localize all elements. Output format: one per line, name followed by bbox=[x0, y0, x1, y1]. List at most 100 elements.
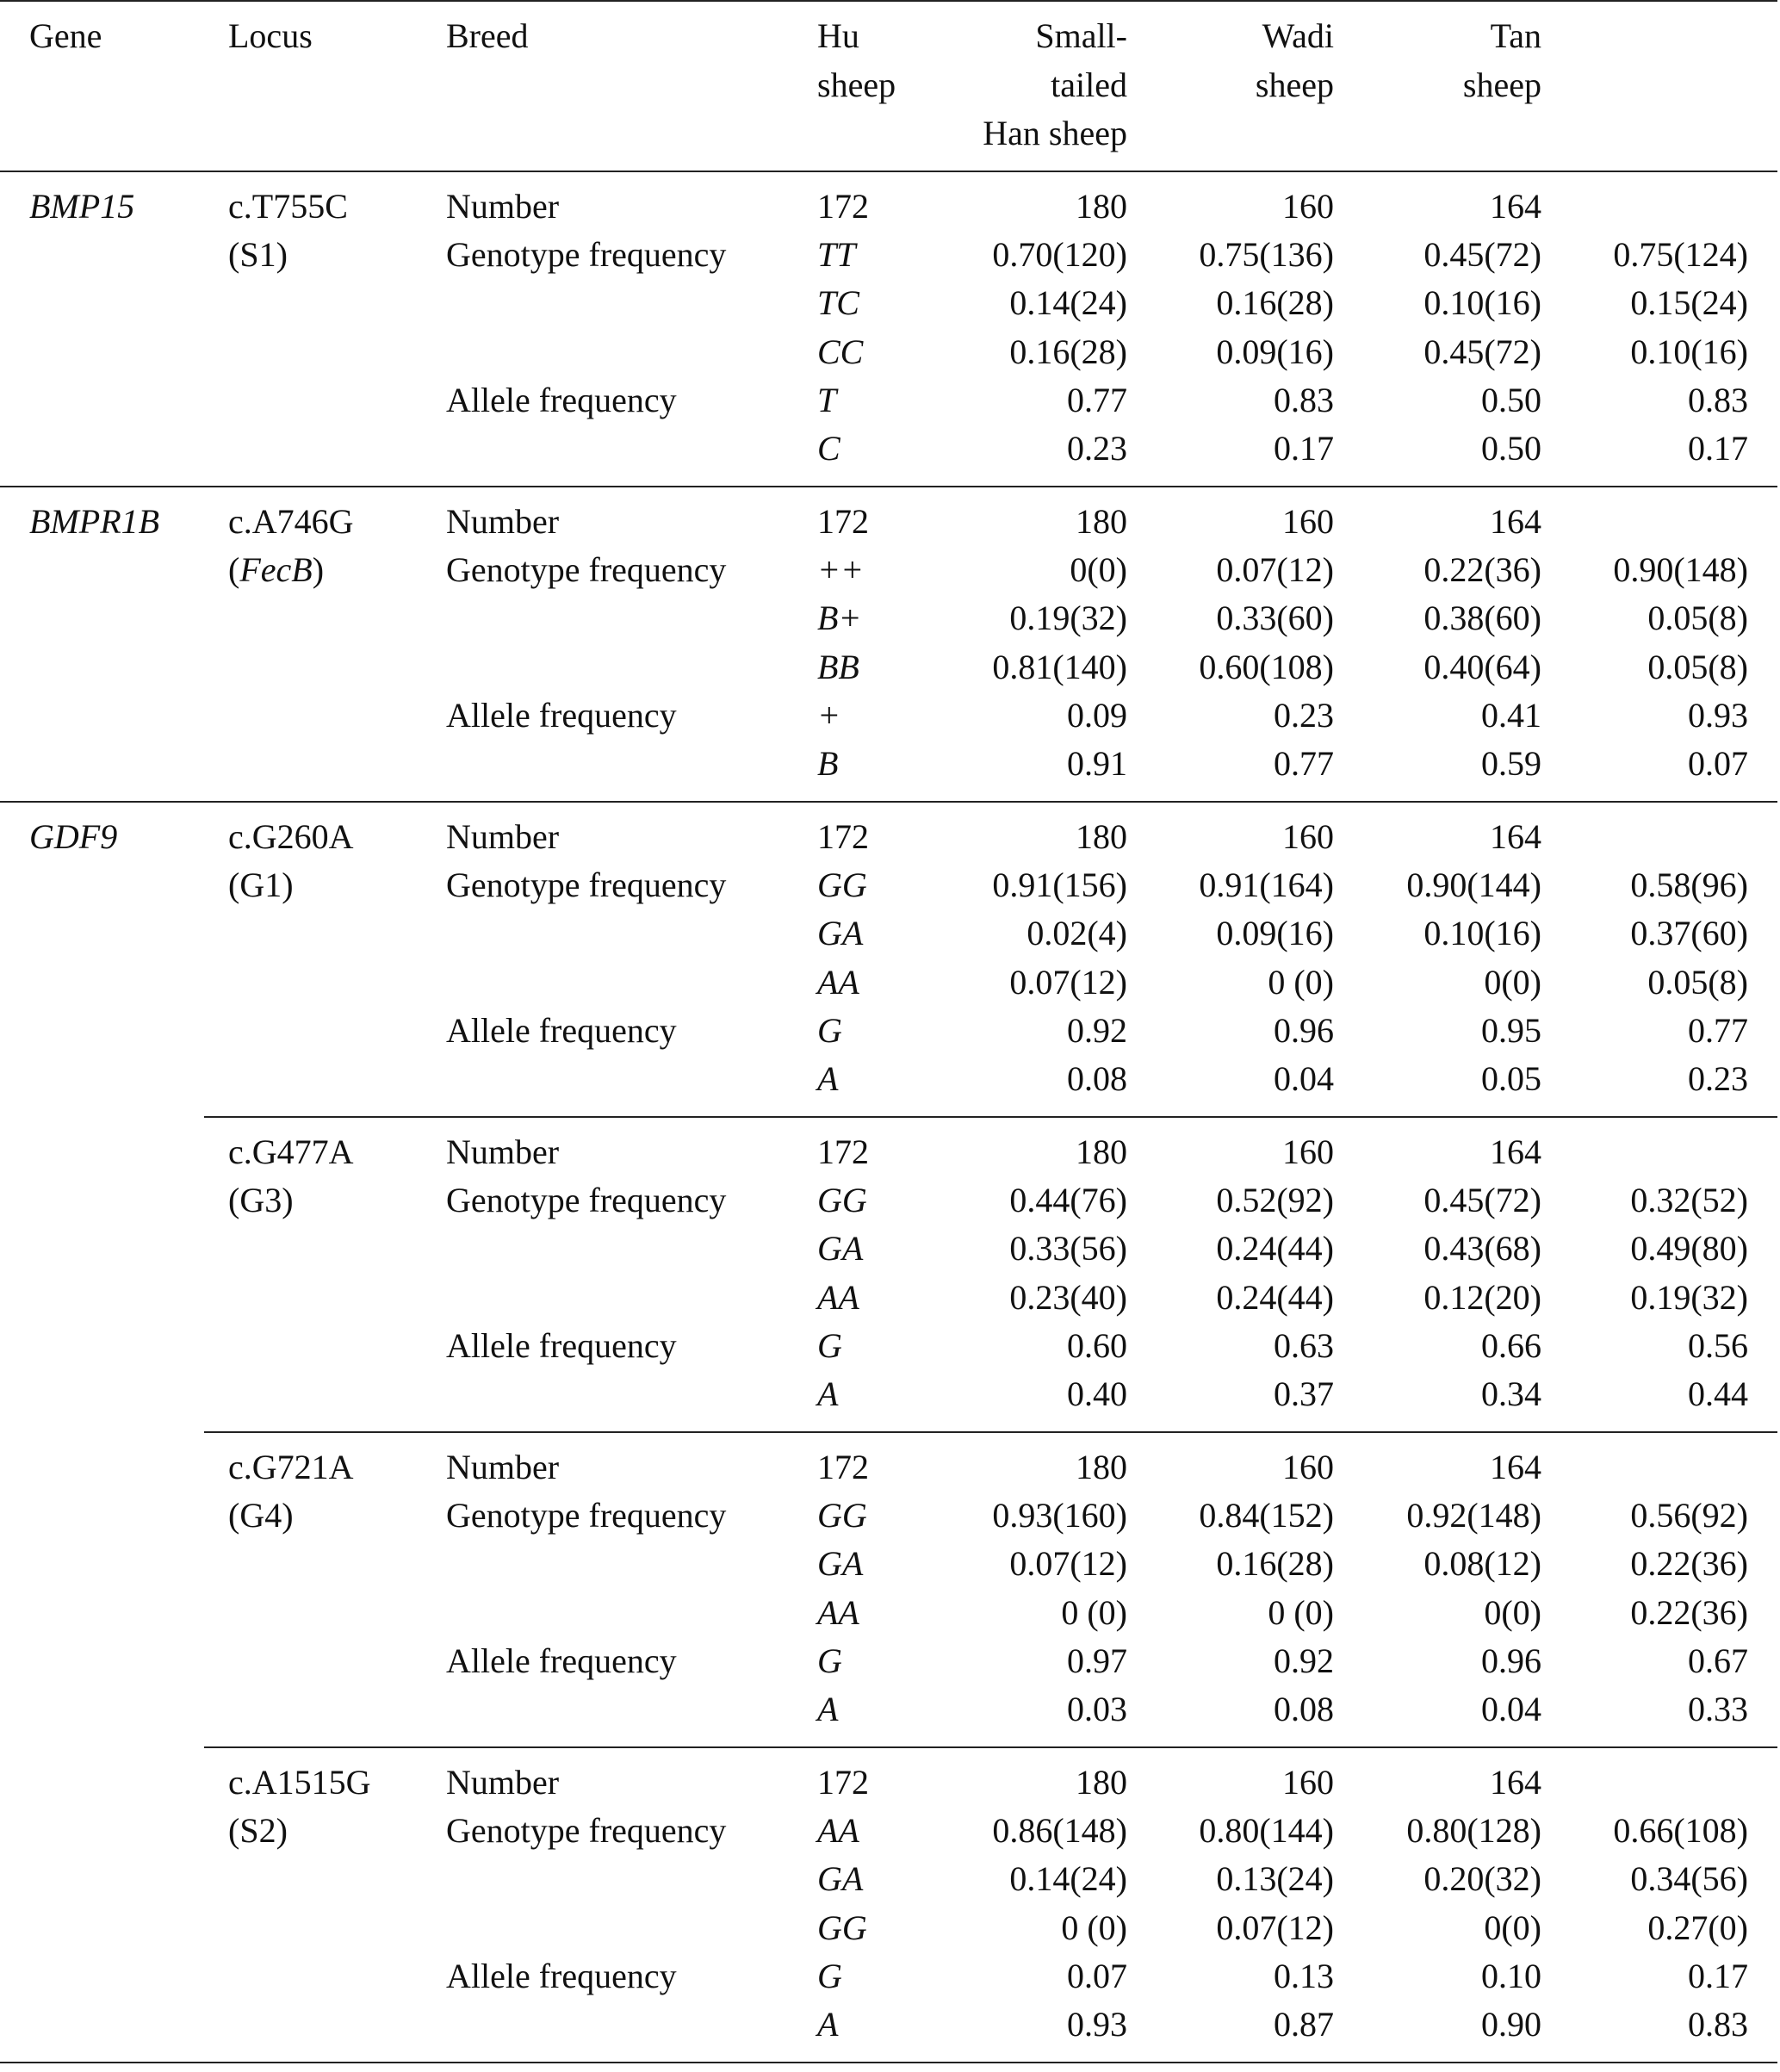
cell: 164 bbox=[1490, 502, 1541, 541]
cell: AA bbox=[817, 1277, 859, 1317]
gene-name: GDF9 bbox=[29, 817, 118, 856]
cell: 0.87 bbox=[1274, 2005, 1334, 2044]
cell: 164 bbox=[1490, 187, 1541, 226]
cell: 0.90(148) bbox=[1613, 550, 1748, 590]
cell: 0.77 bbox=[1688, 1010, 1748, 1050]
cell: 0.10(16) bbox=[1423, 914, 1541, 953]
cell: 0.22(36) bbox=[1630, 1592, 1748, 1632]
locus-part: ) bbox=[312, 550, 325, 590]
table-rule bbox=[0, 0, 1777, 2]
cell: B bbox=[817, 744, 839, 783]
cell: 0.12(20) bbox=[1423, 1277, 1541, 1317]
locus-label: c.T755C bbox=[228, 187, 348, 226]
locus-label: c.G721A bbox=[228, 1448, 354, 1486]
cell: 0.95 bbox=[1481, 1010, 1541, 1050]
cell: 0.75(124) bbox=[1613, 235, 1748, 275]
cell: 0.09(16) bbox=[1216, 332, 1334, 371]
cell: 0.75(136) bbox=[1199, 235, 1334, 275]
table-rule bbox=[0, 801, 1777, 803]
cell: 0.50 bbox=[1481, 429, 1541, 468]
cell: 0.41 bbox=[1481, 695, 1541, 735]
cell: TC bbox=[817, 283, 859, 323]
cell: 0.07 bbox=[1688, 744, 1748, 783]
cell: 0.90(144) bbox=[1406, 865, 1541, 905]
cell: 0.66 bbox=[1481, 1325, 1541, 1365]
row-label: Genotype frequency bbox=[446, 865, 727, 905]
cell: 180 bbox=[1076, 502, 1127, 541]
cell: 0.03 bbox=[1067, 1690, 1127, 1728]
table-rule bbox=[204, 1746, 1777, 1748]
cell: GA bbox=[817, 1859, 864, 1899]
row-label: Number bbox=[446, 1448, 560, 1486]
cell: AA bbox=[817, 962, 859, 1002]
table-rule bbox=[204, 1116, 1777, 1118]
cell: 0.91(164) bbox=[1199, 865, 1334, 905]
cell: 0.97 bbox=[1067, 1641, 1127, 1680]
cell: 0.23 bbox=[1274, 695, 1334, 735]
locus-label: (G1) bbox=[228, 865, 294, 905]
header-cell: Locus bbox=[228, 16, 313, 55]
header-cell: Wadi bbox=[1262, 16, 1334, 55]
header-cell: Tan bbox=[1490, 16, 1541, 55]
cell: 172 bbox=[817, 502, 869, 541]
cell: A bbox=[817, 2005, 839, 2044]
cell: 0.24(44) bbox=[1216, 1277, 1334, 1317]
cell: 0.77 bbox=[1274, 744, 1334, 783]
table-rule bbox=[0, 171, 1777, 172]
cell: 0.17 bbox=[1688, 1956, 1748, 1995]
table-rule bbox=[0, 2062, 1777, 2063]
cell: 0 (0) bbox=[1061, 1908, 1127, 1947]
cell: 0.83 bbox=[1274, 380, 1334, 419]
cell: GG bbox=[817, 1181, 867, 1220]
cell: 0.63 bbox=[1274, 1325, 1334, 1365]
cell: 0(0) bbox=[1484, 1592, 1541, 1632]
cell: 180 bbox=[1076, 817, 1127, 856]
cell: 0.38(60) bbox=[1423, 599, 1541, 638]
cell: 0.60(108) bbox=[1199, 647, 1334, 686]
cell: 0.91(156) bbox=[992, 865, 1127, 905]
cell: 0.14(24) bbox=[1009, 283, 1127, 323]
cell: 0.08 bbox=[1067, 1059, 1127, 1098]
table-rule bbox=[204, 1431, 1777, 1433]
cell: 0.22(36) bbox=[1423, 550, 1541, 590]
locus-label: (G3) bbox=[228, 1181, 294, 1220]
cell: 0.40(64) bbox=[1423, 647, 1541, 686]
cell: 0.52(92) bbox=[1216, 1181, 1334, 1220]
cell: 0.93(160) bbox=[992, 1496, 1127, 1535]
cell: 0.08 bbox=[1274, 1690, 1334, 1728]
cell: 0.45(72) bbox=[1423, 235, 1541, 275]
cell: 172 bbox=[817, 1132, 869, 1171]
cell: 0.04 bbox=[1274, 1059, 1334, 1098]
cell: 0.23 bbox=[1067, 429, 1127, 468]
cell: 0.23(40) bbox=[1009, 1277, 1127, 1317]
cell: 0.45(72) bbox=[1423, 1181, 1541, 1220]
cell: 0.92 bbox=[1274, 1641, 1334, 1680]
cell: 0.09(16) bbox=[1216, 914, 1334, 953]
cell: 0 (0) bbox=[1268, 962, 1334, 1002]
cell: 0.15(24) bbox=[1630, 283, 1748, 323]
cell: 160 bbox=[1282, 1763, 1334, 1802]
cell: 0.58(96) bbox=[1630, 865, 1748, 905]
cell: GG bbox=[817, 865, 867, 905]
cell: B+ bbox=[817, 599, 862, 638]
cell: 172 bbox=[817, 817, 869, 856]
cell: 0 (0) bbox=[1268, 1592, 1334, 1632]
cell: GA bbox=[817, 1544, 864, 1584]
cell: 0.07(12) bbox=[1216, 1908, 1334, 1947]
header-cell: sheep bbox=[1255, 65, 1334, 104]
cell: 160 bbox=[1282, 1132, 1334, 1171]
cell: CC bbox=[817, 332, 864, 371]
cell: 0.96 bbox=[1274, 1010, 1334, 1050]
cell: 160 bbox=[1282, 187, 1334, 226]
cell: 0.40 bbox=[1067, 1374, 1127, 1413]
cell: 0.84(152) bbox=[1199, 1496, 1334, 1535]
cell: 0.91 bbox=[1067, 744, 1127, 783]
cell: 0.22(36) bbox=[1630, 1544, 1748, 1584]
header-cell: Hu bbox=[817, 16, 859, 55]
cell: GG bbox=[817, 1908, 867, 1947]
cell: 0.07(12) bbox=[1009, 1544, 1127, 1584]
cell: 180 bbox=[1076, 187, 1127, 226]
cell: 0.45(72) bbox=[1423, 332, 1541, 371]
cell: 0.33 bbox=[1688, 1690, 1748, 1728]
